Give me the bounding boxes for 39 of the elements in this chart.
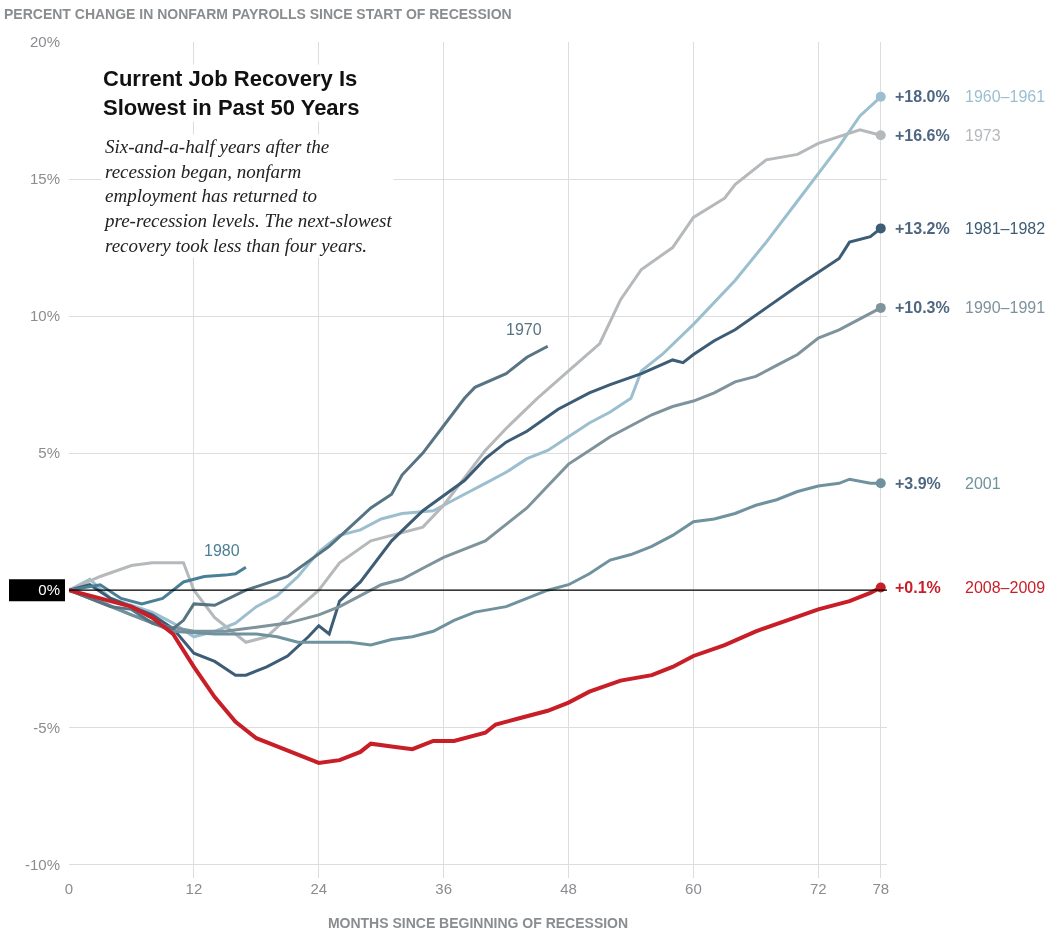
series-label: 1970 [506, 321, 542, 338]
data-label: +0.1% [895, 579, 941, 596]
x-tick-label: 24 [310, 880, 328, 897]
data-label: +16.6% [895, 127, 950, 144]
x-tick-label: 36 [435, 880, 452, 897]
x-axis-title: MONTHS SINCE BEGINNING OF RECESSION [327, 915, 629, 932]
y-tick-label: -10% [24, 855, 60, 873]
text: 2008–2009 [965, 579, 1046, 596]
series-label: 1980 [204, 542, 240, 559]
text: 1960–1961 [965, 88, 1046, 105]
y-tick-label: 20% [29, 33, 60, 51]
x-tick-label: 48 [560, 880, 577, 897]
y-tick-label: -5% [33, 718, 60, 736]
data-label: +3.9% [895, 475, 941, 492]
text: Current Job Recovery Is Slowest in Past 50 Years [103, 66, 360, 120]
point [875, 130, 886, 141]
data-label: +10.3% [895, 299, 950, 316]
y-tick-label: 5% [38, 444, 60, 462]
y-axis-title: PERCENT CHANGE IN NONFARM PAYROLLS SINCE START OF RECESSION [4, 6, 512, 22]
y-tick-label: 15% [29, 170, 60, 188]
point [875, 91, 886, 102]
x-tick-label: 60 [685, 880, 702, 897]
x-tick-label: 72 [809, 880, 827, 897]
x-tick-label: 12 [185, 880, 203, 897]
data-label: +13.2% [895, 220, 950, 237]
text: 2001 [965, 475, 1001, 492]
point [875, 478, 886, 489]
text: 1990–1991 [965, 299, 1046, 316]
text: Six-and-a-half years after the recession began, nonfarm employment has returned to pre-recession levels. The next-slowest recovery took less than four years. [103, 136, 393, 256]
y-tick-label: 10% [29, 307, 60, 325]
y-tick-label: 0% [38, 581, 60, 599]
x-tick-label: 0 [64, 880, 74, 897]
x-tick-label: 78 [872, 880, 890, 897]
text: 1981–1982 [965, 220, 1046, 237]
point [875, 223, 886, 234]
data-label: +18.0% [895, 88, 950, 105]
line-series [69, 565, 248, 606]
text: 1973 [965, 127, 1001, 144]
point [875, 302, 886, 313]
